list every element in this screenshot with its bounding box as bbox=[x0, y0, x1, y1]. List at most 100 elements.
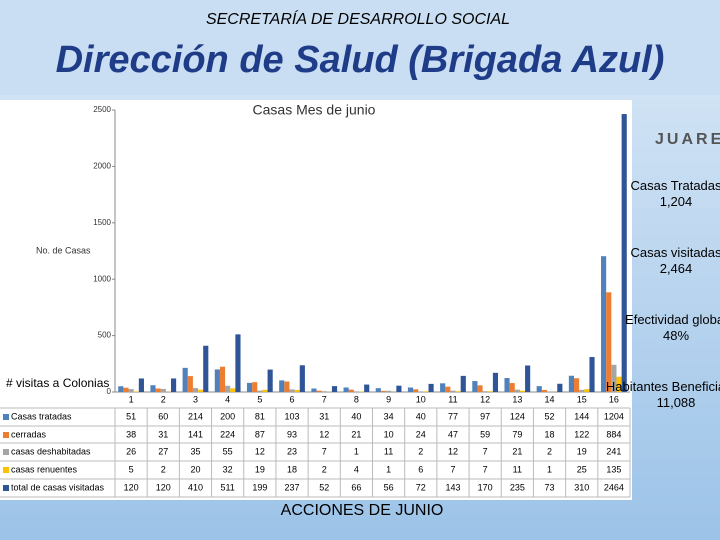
bar bbox=[487, 391, 493, 392]
table-value: 12 bbox=[255, 446, 265, 456]
y-tick-label: 500 bbox=[98, 331, 112, 340]
bar bbox=[573, 378, 580, 392]
bar bbox=[477, 385, 483, 392]
table-value: 1 bbox=[354, 446, 359, 456]
table-value: 87 bbox=[255, 429, 265, 439]
table-value: 21 bbox=[512, 446, 522, 456]
legend-swatch bbox=[3, 449, 9, 455]
bar bbox=[589, 357, 595, 392]
chart-title: Casas Mes de junio bbox=[253, 102, 376, 118]
side-note: Habitantes Beneficiados11,088 bbox=[606, 379, 720, 410]
x-tick-label: 2 bbox=[161, 394, 166, 404]
y-tick-label: 2500 bbox=[93, 105, 111, 114]
bar bbox=[192, 388, 199, 392]
legend-swatch bbox=[3, 467, 9, 473]
table-value: 27 bbox=[158, 446, 168, 456]
table-value: 2 bbox=[547, 446, 552, 456]
bar bbox=[380, 390, 387, 392]
legend-label: casas renuentes bbox=[11, 464, 78, 474]
table-value: 2464 bbox=[604, 482, 624, 492]
bar bbox=[536, 386, 542, 392]
table-value: 40 bbox=[351, 411, 361, 421]
x-tick-label: 13 bbox=[512, 394, 522, 404]
bar bbox=[514, 389, 520, 392]
table-value: 6 bbox=[418, 464, 423, 474]
table-value: 97 bbox=[480, 411, 490, 421]
bar bbox=[214, 369, 220, 392]
bar bbox=[428, 383, 434, 392]
table-value: 2 bbox=[418, 446, 423, 456]
table-value: 410 bbox=[188, 482, 203, 492]
table-value: 40 bbox=[416, 411, 426, 421]
legend-swatch bbox=[3, 485, 9, 491]
x-tick-label: 5 bbox=[257, 394, 262, 404]
bar bbox=[203, 345, 209, 392]
bar bbox=[375, 388, 381, 392]
bar bbox=[423, 391, 429, 392]
table-value: 18 bbox=[545, 429, 555, 439]
bar bbox=[343, 387, 349, 392]
table-value: 34 bbox=[384, 411, 394, 421]
bar bbox=[460, 375, 466, 392]
table-value: 5 bbox=[129, 464, 134, 474]
bar bbox=[579, 389, 585, 392]
bar bbox=[584, 389, 590, 392]
bar bbox=[289, 389, 295, 392]
bar bbox=[413, 389, 419, 392]
table-value: 11 bbox=[513, 464, 522, 474]
bar bbox=[364, 384, 370, 392]
table-value: 93 bbox=[287, 429, 297, 439]
table-value: 135 bbox=[606, 464, 621, 474]
table-value: 60 bbox=[158, 411, 168, 421]
bar bbox=[294, 389, 300, 392]
table-value: 10 bbox=[384, 429, 394, 439]
table-value: 79 bbox=[512, 429, 522, 439]
footer: ACCIONES DE JUNIO bbox=[281, 502, 444, 519]
table-value: 23 bbox=[287, 446, 297, 456]
table-value: 884 bbox=[606, 429, 621, 439]
table-value: 4 bbox=[354, 464, 359, 474]
x-tick-label: 15 bbox=[577, 394, 587, 404]
bar bbox=[348, 389, 354, 392]
bar bbox=[450, 390, 456, 392]
legend-label: Casas tratadas bbox=[11, 411, 72, 421]
bar bbox=[396, 385, 402, 392]
x-tick-label: 7 bbox=[322, 394, 327, 404]
chart-area bbox=[0, 100, 632, 500]
bar bbox=[606, 292, 612, 392]
table-value: 200 bbox=[220, 411, 235, 421]
table-value: 12 bbox=[319, 429, 329, 439]
table-value: 24 bbox=[416, 429, 426, 439]
bar bbox=[198, 389, 204, 392]
bar bbox=[235, 334, 241, 392]
table-value: 122 bbox=[574, 429, 589, 439]
table-value: 59 bbox=[480, 429, 490, 439]
side-note: Efectividad global 48% bbox=[625, 312, 720, 343]
bar bbox=[557, 383, 563, 392]
bar bbox=[316, 390, 322, 392]
bar bbox=[519, 390, 526, 392]
table-value: 47 bbox=[448, 429, 458, 439]
bar bbox=[331, 386, 338, 392]
table-value: 1 bbox=[547, 464, 552, 474]
bar bbox=[525, 365, 531, 392]
bar bbox=[455, 391, 461, 392]
table-value: 310 bbox=[574, 482, 589, 492]
table-value: 35 bbox=[190, 446, 200, 456]
table-value: 31 bbox=[158, 429, 168, 439]
table-value: 7 bbox=[450, 464, 455, 474]
table-value: 51 bbox=[126, 411, 136, 421]
table-value: 120 bbox=[124, 482, 139, 492]
bar bbox=[616, 376, 622, 392]
table-value: 52 bbox=[319, 482, 329, 492]
bar bbox=[155, 388, 161, 392]
bar bbox=[541, 389, 547, 392]
table-value: 2 bbox=[161, 464, 166, 474]
logo: JUAREZ bbox=[655, 131, 720, 148]
x-tick-label: 1 bbox=[129, 394, 134, 404]
x-tick-label: 10 bbox=[416, 394, 426, 404]
table-value: 19 bbox=[577, 446, 587, 456]
ministry: SECRETARÍA DE DESARROLLO SOCIAL bbox=[206, 9, 510, 28]
table-value: 1 bbox=[386, 464, 391, 474]
